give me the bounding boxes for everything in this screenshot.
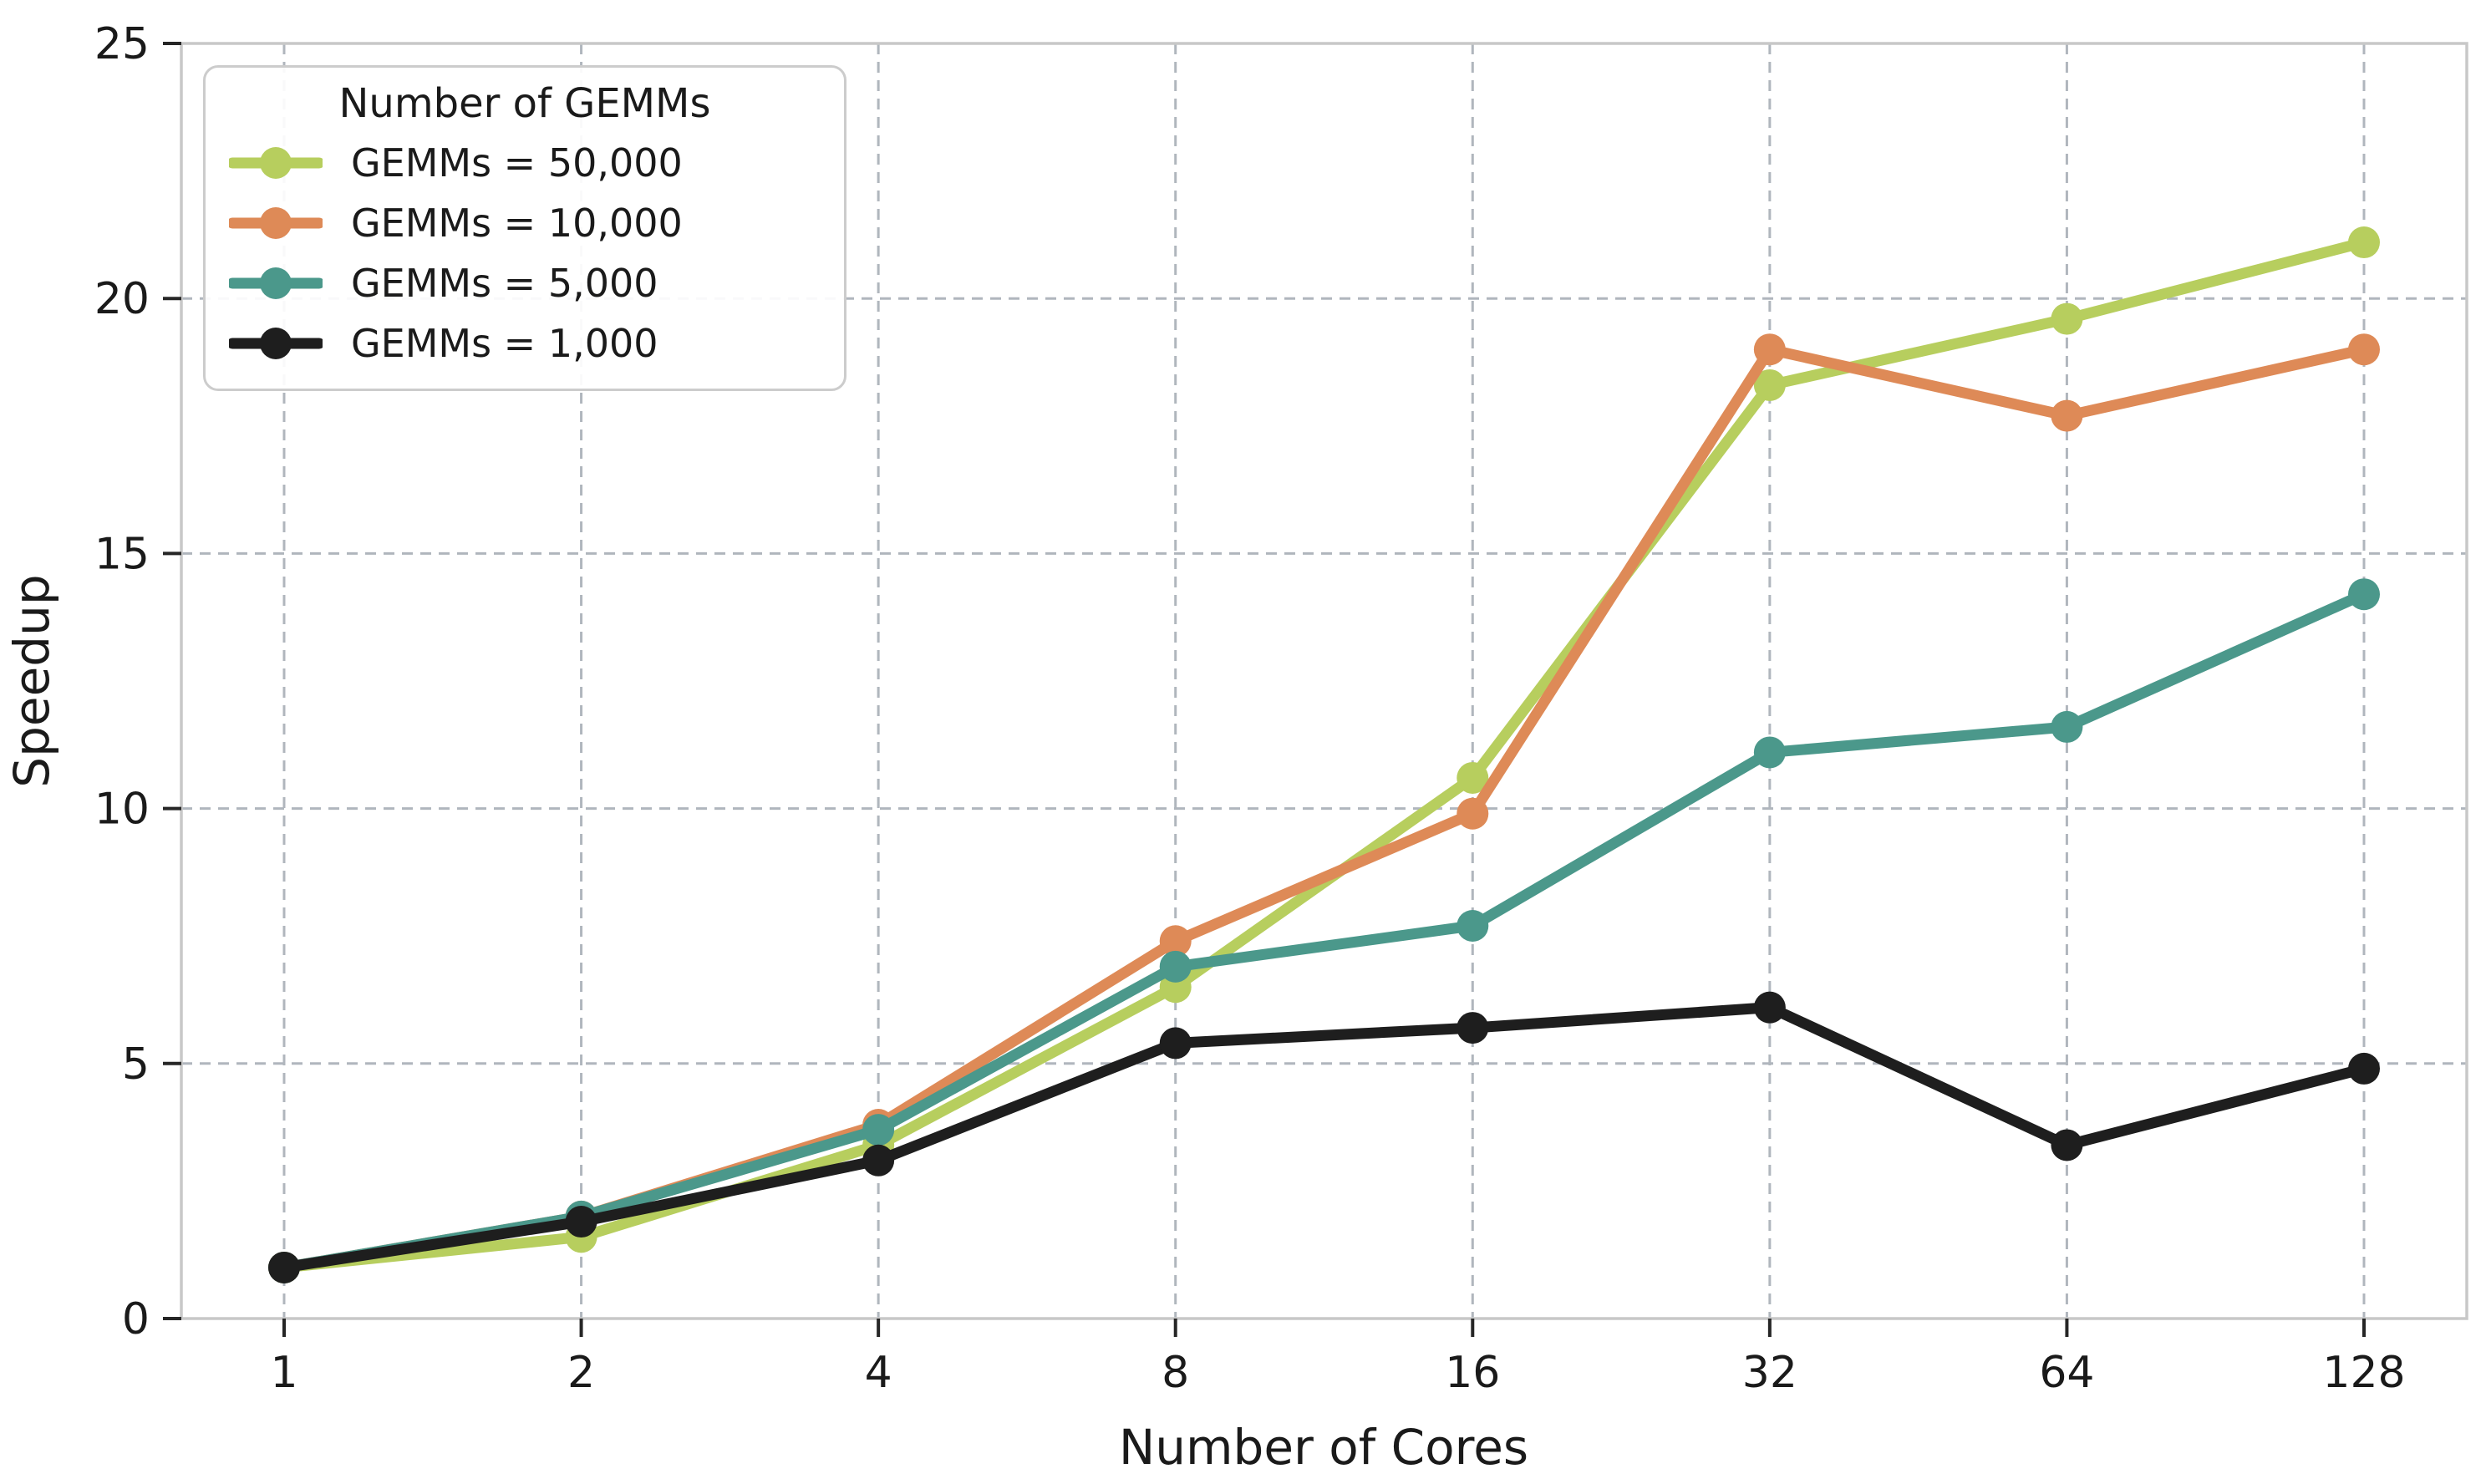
data-point [2051, 1129, 2083, 1161]
data-point [2348, 578, 2380, 611]
legend-dot-icon [260, 147, 292, 179]
x-tick-label: 64 [2039, 1348, 2094, 1398]
data-point [2348, 333, 2380, 366]
y-axis-label: Speedup [3, 574, 60, 787]
x-tick-label: 8 [1162, 1348, 1189, 1398]
y-tick-label: 20 [94, 274, 150, 324]
data-series [268, 226, 2380, 1283]
legend-line-marker-icon [229, 147, 323, 179]
x-tick-label: 4 [865, 1348, 892, 1398]
data-point [1753, 991, 1786, 1024]
data-point [1457, 797, 1489, 830]
series-gemms-5-000 [268, 578, 2380, 1283]
plot-border [180, 42, 2468, 1320]
data-point [1159, 950, 1192, 983]
x-tick-label: 16 [1445, 1348, 1500, 1398]
data-point [862, 1114, 895, 1146]
data-point [2348, 1052, 2380, 1085]
legend-title: Number of GEMMs [338, 80, 711, 127]
legend-item-label: GEMMs = 10,000 [351, 201, 683, 246]
y-tick-label: 10 [94, 785, 150, 835]
y-tick-label: 15 [94, 529, 150, 579]
data-point [2051, 399, 2083, 432]
data-point [2051, 302, 2083, 335]
y-tick-label: 25 [94, 19, 150, 69]
legend-item-label: GEMMs = 50,000 [351, 140, 683, 186]
axis-ticks: 0 5 10 15 20 25 1 2 4 8 16 32 64 128 [94, 19, 2406, 1398]
data-point [565, 1206, 597, 1238]
x-axis-label: Number of Cores [1119, 1419, 1528, 1476]
x-tick-label: 2 [567, 1348, 595, 1398]
legend-line-marker-icon [229, 328, 323, 359]
legend-dot-icon [260, 207, 292, 239]
data-point [268, 1251, 300, 1283]
x-tick-label: 1 [270, 1348, 297, 1398]
legend-line-marker-icon [229, 267, 323, 299]
x-tick-label: 32 [1742, 1348, 1797, 1398]
y-tick-label: 0 [122, 1294, 150, 1344]
series-line [278, 588, 2370, 1273]
data-point [1753, 333, 1786, 366]
legend-item: GEMMs = 1,000 [229, 313, 821, 374]
y-tick-label: 5 [122, 1039, 150, 1090]
data-point [1457, 1012, 1489, 1044]
legend-item: GEMMs = 10,000 [229, 193, 821, 253]
data-point [862, 1144, 895, 1177]
legend-dot-icon [260, 328, 292, 359]
data-point [1159, 925, 1192, 958]
legend-line-marker-icon [229, 207, 323, 239]
x-tick-label: 128 [2322, 1348, 2405, 1398]
series-gemms-1-000 [268, 991, 2380, 1283]
legend-box: Number of GEMMs GEMMs = 50,000 GEMMs = 10… [203, 65, 846, 391]
data-point [1457, 909, 1489, 942]
data-point [1753, 736, 1786, 769]
legend-item: GEMMs = 5,000 [229, 253, 821, 313]
legend-item: GEMMs = 50,000 [229, 133, 821, 193]
data-point [1159, 1027, 1192, 1060]
series-line [278, 236, 2370, 1273]
legend-dot-icon [260, 267, 292, 299]
legend-item-label: GEMMs = 1,000 [351, 321, 658, 366]
data-point [2051, 710, 2083, 743]
data-point [1753, 368, 1786, 401]
axes-spines [180, 42, 2468, 1320]
legend-items: GEMMs = 50,000 GEMMs = 10,000 GEMMs = 5,00… [229, 133, 821, 374]
legend-item-label: GEMMs = 5,000 [351, 261, 658, 306]
data-point [1457, 761, 1489, 794]
data-point [2348, 226, 2380, 259]
series-line [278, 1002, 2370, 1273]
